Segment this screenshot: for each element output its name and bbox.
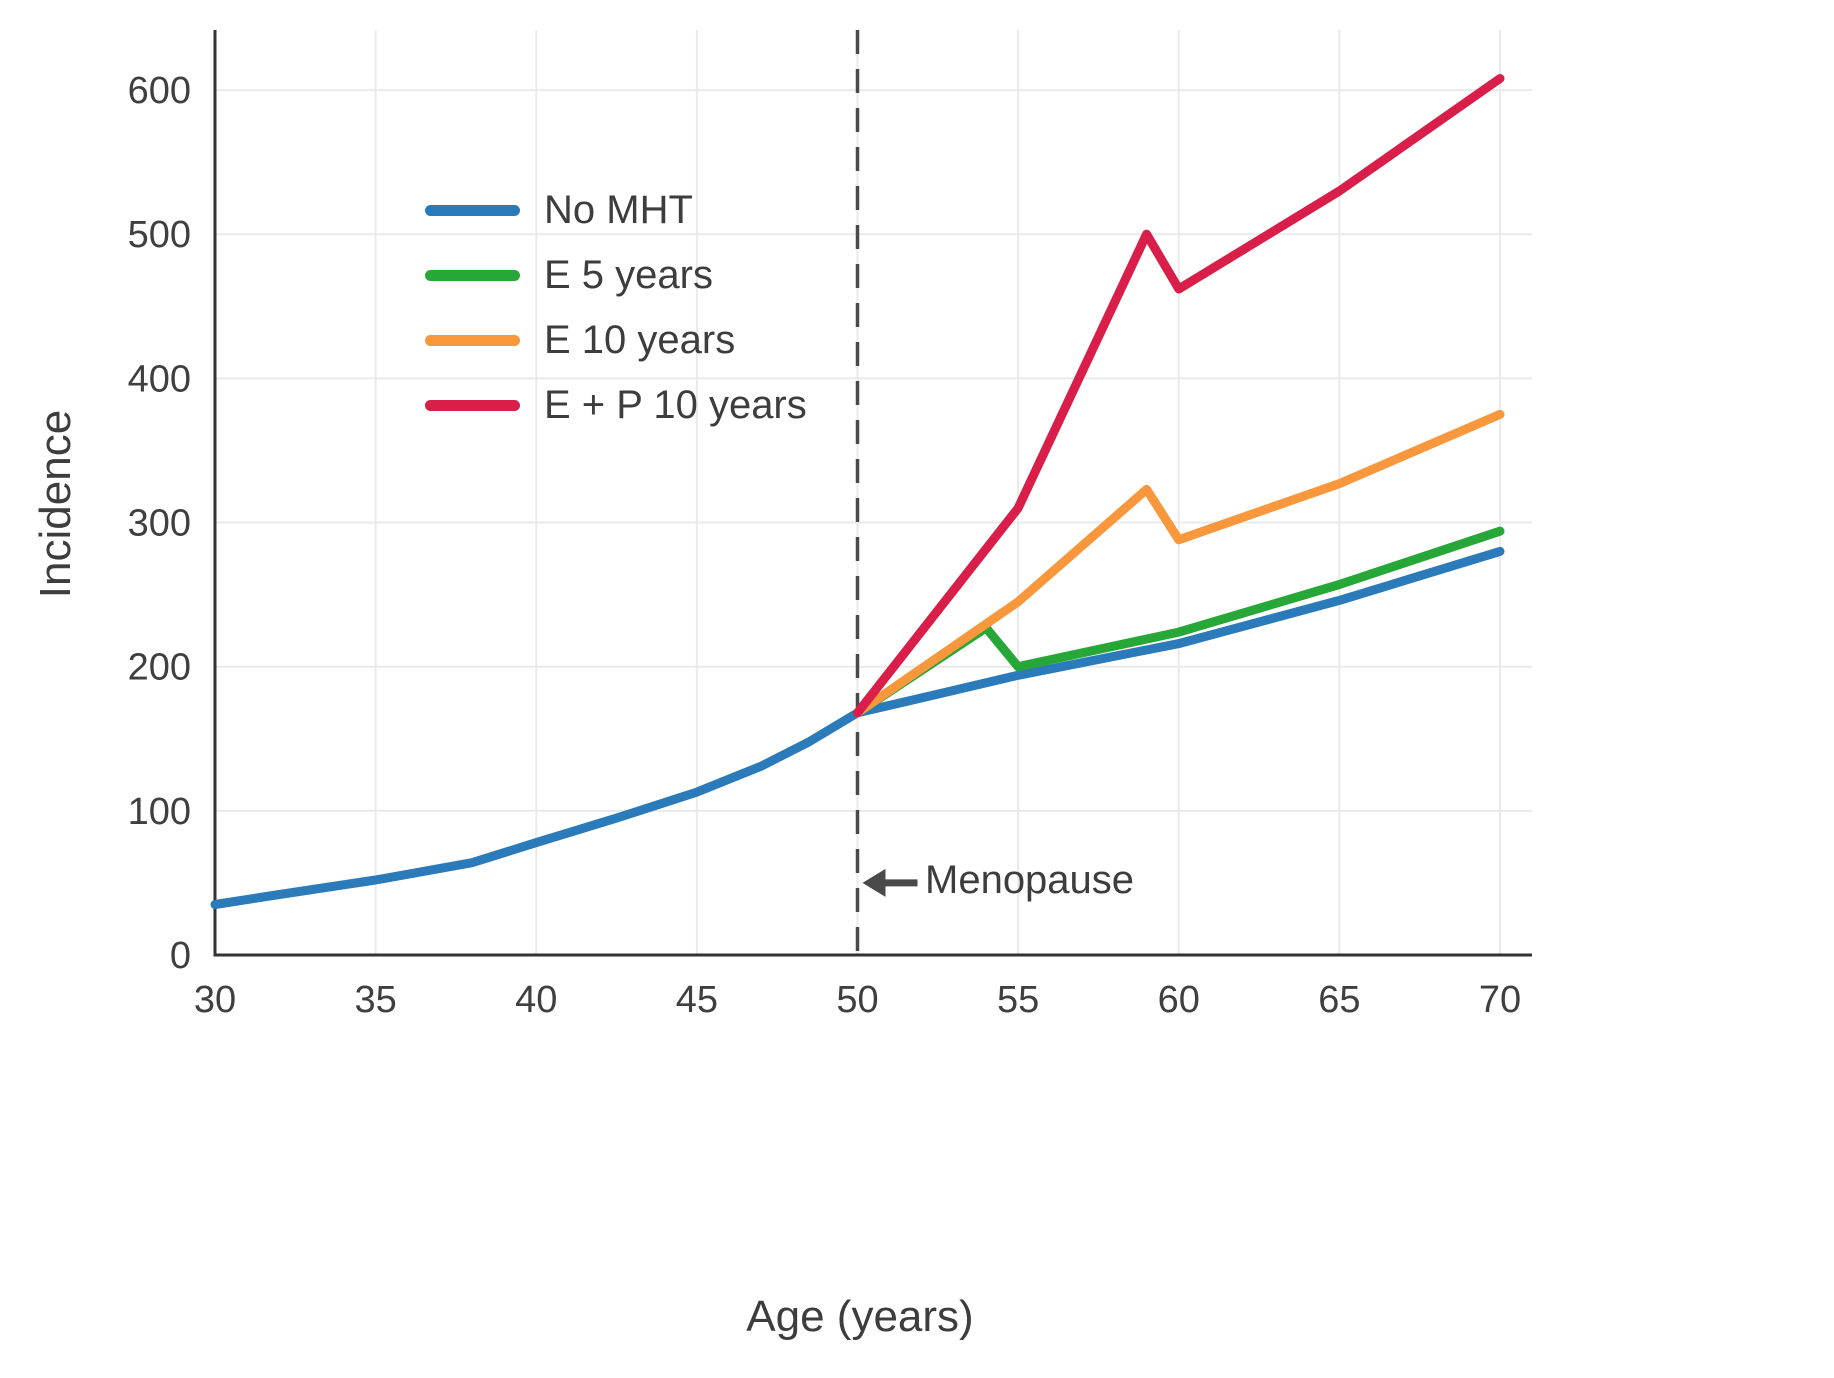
legend-label: No MHT [544,188,693,232]
series-line [853,409,1505,718]
y-tick-label: 200 [128,647,191,689]
legend-item: E 5 years [425,251,807,299]
legend-swatch [425,204,520,216]
legend-item: E 10 years [425,316,807,364]
series-line [853,74,1505,718]
y-tick-label: 500 [128,214,191,256]
x-tick-label: 70 [1479,979,1521,1021]
y-tick-label: 600 [128,70,191,112]
x-tick-label: 45 [676,979,718,1021]
legend-item: No MHT [425,186,807,234]
series-line [210,546,1505,909]
legend-swatch [425,269,520,281]
y-axis-label: Incidence [31,409,80,599]
x-tick-label: 30 [194,979,236,1021]
legend-label: E + P 10 years [544,383,807,427]
x-tick-label: 65 [1318,979,1360,1021]
y-tick-label: 0 [170,935,191,977]
legend-item: E + P 10 years [425,381,807,429]
y-tick-label: 300 [128,503,191,545]
legend-label: E 10 years [544,318,736,362]
x-axis-label: Age (years) [746,1292,974,1341]
legend-swatch [425,334,520,346]
x-tick-label: 50 [836,979,878,1021]
x-tick-label: 55 [997,979,1039,1021]
legend-label: E 5 years [544,253,713,297]
legend: No MHT E 5 years E 10 years E + P 10 years [425,186,807,429]
x-tick-label: 35 [354,979,396,1021]
x-tick-label: 40 [515,979,557,1021]
x-tick-label: 60 [1158,979,1200,1021]
y-tick-label: 400 [128,358,191,400]
menopause-arrow-head [862,868,886,897]
menopause-annotation-label: Menopause [925,858,1135,902]
legend-swatch [425,399,520,411]
y-tick-label: 100 [128,791,191,833]
